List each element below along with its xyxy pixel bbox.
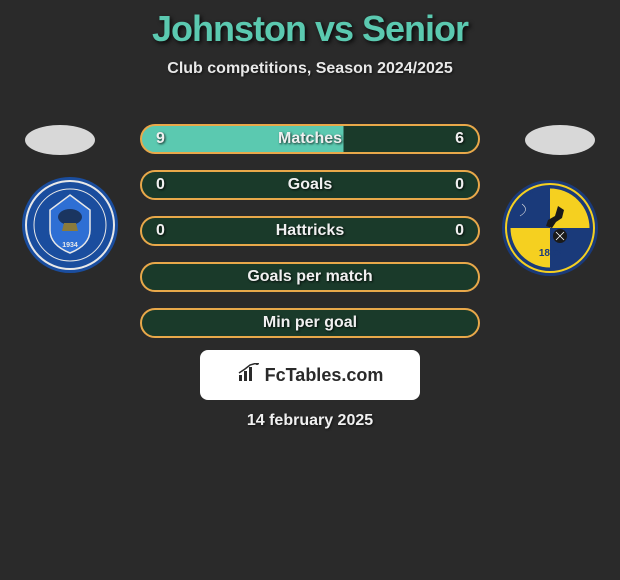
peterborough-badge-icon: 1934 (20, 175, 120, 275)
branding-text: FcTables.com (265, 365, 384, 386)
stat-row-min-per-goal: Min per goal (140, 308, 480, 338)
stat-row-hattricks: 0 Hattricks 0 (140, 216, 480, 246)
matches-label: Matches (278, 130, 342, 148)
matches-right-value: 6 (455, 130, 464, 148)
hattricks-left-value: 0 (156, 222, 165, 240)
player-avatar-right (525, 125, 595, 155)
goals-right-value: 0 (455, 176, 464, 194)
player-avatar-left (25, 125, 95, 155)
branding-box: FcTables.com (200, 350, 420, 400)
comparison-stats: 9 Matches 6 0 Goals 0 0 Hattricks 0 Goal… (140, 124, 480, 354)
svg-text:1934: 1934 (62, 242, 78, 249)
club-badge-left: 1934 (20, 175, 120, 280)
hattricks-label: Hattricks (276, 222, 344, 240)
hattricks-right-value: 0 (455, 222, 464, 240)
branding-logo: FcTables.com (237, 363, 384, 388)
goals-label: Goals (288, 176, 332, 194)
comparison-date: 14 february 2025 (247, 412, 373, 430)
mpg-label: Min per goal (263, 314, 357, 332)
subtitle: Club competitions, Season 2024/2025 (0, 60, 620, 78)
svg-text:1883: 1883 (539, 248, 562, 259)
club-badge-right: 1883 BRISTOL (500, 178, 600, 283)
gpm-label: Goals per match (247, 268, 372, 286)
bristol-rovers-badge-icon: 1883 BRISTOL (500, 178, 600, 278)
matches-left-value: 9 (156, 130, 165, 148)
goals-left-value: 0 (156, 176, 165, 194)
chart-icon (237, 363, 261, 388)
stat-row-goals-per-match: Goals per match (140, 262, 480, 292)
svg-text:BRISTOL: BRISTOL (500, 178, 527, 180)
page-title: Johnston vs Senior (0, 0, 620, 50)
stat-row-matches: 9 Matches 6 (140, 124, 480, 154)
stat-row-goals: 0 Goals 0 (140, 170, 480, 200)
